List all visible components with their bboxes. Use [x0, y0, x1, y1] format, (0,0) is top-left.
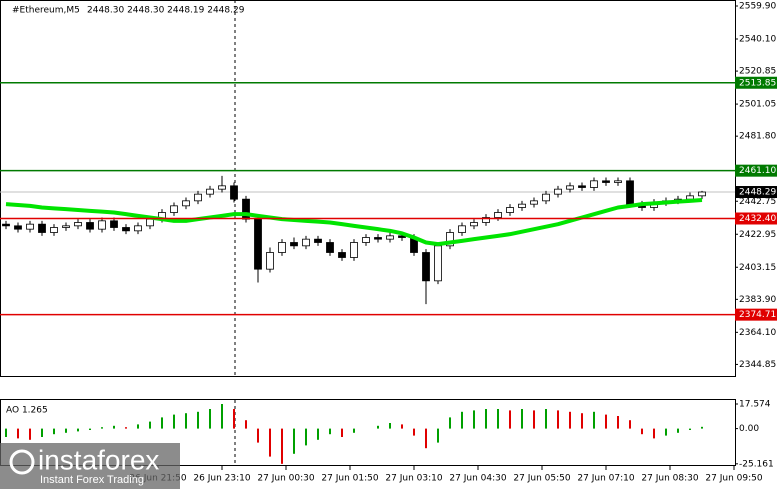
candle-body	[122, 227, 130, 232]
ao-tick-label: 0.00	[739, 424, 759, 434]
candle-body	[362, 237, 370, 243]
candle-body	[98, 220, 106, 230]
x-tick-label: 27 Jun 09:50	[705, 474, 762, 484]
candle-body	[254, 218, 262, 270]
level-label: 2374.71	[739, 310, 776, 320]
y-tick-label: 2403.15	[739, 263, 776, 273]
candle-body	[50, 227, 58, 233]
candle-body	[230, 185, 238, 200]
y-tick-label: 2422.95	[739, 230, 776, 240]
candle-body	[290, 242, 298, 247]
level-box	[735, 308, 777, 321]
candle-body	[302, 238, 310, 247]
candle-body	[614, 180, 622, 183]
candle-body	[566, 185, 574, 190]
candle-body	[326, 242, 334, 253]
candle-body	[278, 242, 286, 253]
x-tick-label: 26 Jun 23:10	[193, 474, 250, 484]
x-tick-label: 27 Jun 03:10	[385, 474, 442, 484]
candle-body	[518, 203, 526, 208]
candle-body	[530, 200, 538, 205]
indicator-title: AO 1.265	[6, 406, 48, 416]
candle-body	[590, 180, 598, 188]
candle-body	[434, 245, 442, 282]
candle-body	[386, 235, 394, 240]
candle-body	[554, 188, 562, 195]
ao-tick-label: -25.161	[739, 459, 774, 469]
x-tick-label: 27 Jun 08:30	[641, 474, 698, 484]
candle-body	[2, 223, 10, 227]
y-tick-label: 2540.10	[739, 35, 776, 45]
level-label: 2513.85	[739, 78, 776, 88]
moving-average	[5, 198, 703, 247]
candle-body	[470, 222, 478, 227]
candle-body	[26, 223, 34, 230]
logo-name: instaforex	[38, 444, 159, 475]
candle-body	[398, 235, 406, 238]
ao-tick-label: 17.574	[739, 399, 771, 409]
y-tick-label: 2344.85	[739, 360, 776, 370]
logo-bg	[0, 443, 180, 489]
ao-frame	[0, 399, 736, 466]
candle-body	[206, 188, 214, 195]
candle-body	[446, 232, 454, 247]
level-label: 2461.10	[739, 166, 776, 176]
candle-body	[494, 212, 502, 218]
x-tick-label: 27 Jun 05:50	[513, 474, 570, 484]
y-tick-label: 2501.05	[739, 100, 776, 110]
candle-body	[698, 191, 706, 197]
x-tick-label: 27 Jun 01:50	[321, 474, 378, 484]
candle-body	[506, 207, 514, 213]
candle-body	[86, 222, 94, 230]
level-label: 2432.40	[739, 214, 776, 224]
main-frame	[0, 0, 736, 377]
y-tick-label: 2383.90	[739, 295, 776, 305]
candle-body	[482, 217, 490, 223]
logo-tagline: Instant Forex Trading	[40, 474, 144, 486]
candle-body	[38, 223, 46, 233]
candle-body	[314, 238, 322, 243]
candle-body	[146, 218, 154, 227]
candle-body	[170, 205, 178, 213]
price-label: 2448.29	[739, 188, 776, 198]
candle-body	[542, 193, 550, 202]
ohlc-readout: 2448.30 2448.30 2448.19 2448.29	[87, 6, 245, 16]
candle-body	[218, 185, 226, 190]
y-tick-label: 2442.75	[739, 197, 776, 207]
level-box	[735, 76, 777, 89]
candle-body	[194, 193, 202, 202]
candle-body	[626, 180, 634, 205]
candle-body	[602, 180, 610, 183]
candle-body	[422, 252, 430, 282]
chart-title: #Ethereum,M5	[12, 6, 80, 16]
candle-body	[182, 200, 190, 207]
x-tick-label: 27 Jun 00:30	[257, 474, 314, 484]
candle-body	[134, 225, 142, 232]
candle-body	[74, 222, 82, 227]
level-box	[735, 212, 777, 225]
level-box	[735, 164, 777, 177]
y-tick-label: 2520.85	[739, 67, 776, 77]
logo-icon	[9, 449, 35, 475]
x-tick-label: 27 Jun 04:30	[449, 474, 506, 484]
candle-body	[374, 237, 382, 240]
y-tick-label: 2364.10	[739, 328, 776, 338]
y-tick-label: 2559.90	[739, 2, 776, 12]
candle-body	[338, 252, 346, 258]
x-tick-label: 27 Jun 07:10	[577, 474, 634, 484]
candle-body	[62, 225, 70, 228]
candle-body	[350, 242, 358, 258]
candle-body	[266, 252, 274, 270]
candle-body	[110, 220, 118, 228]
price-box	[735, 186, 777, 199]
candle-body	[578, 185, 586, 188]
candle-body	[458, 225, 466, 233]
y-tick-label: 2481.80	[739, 132, 776, 142]
candle-body	[14, 225, 22, 230]
